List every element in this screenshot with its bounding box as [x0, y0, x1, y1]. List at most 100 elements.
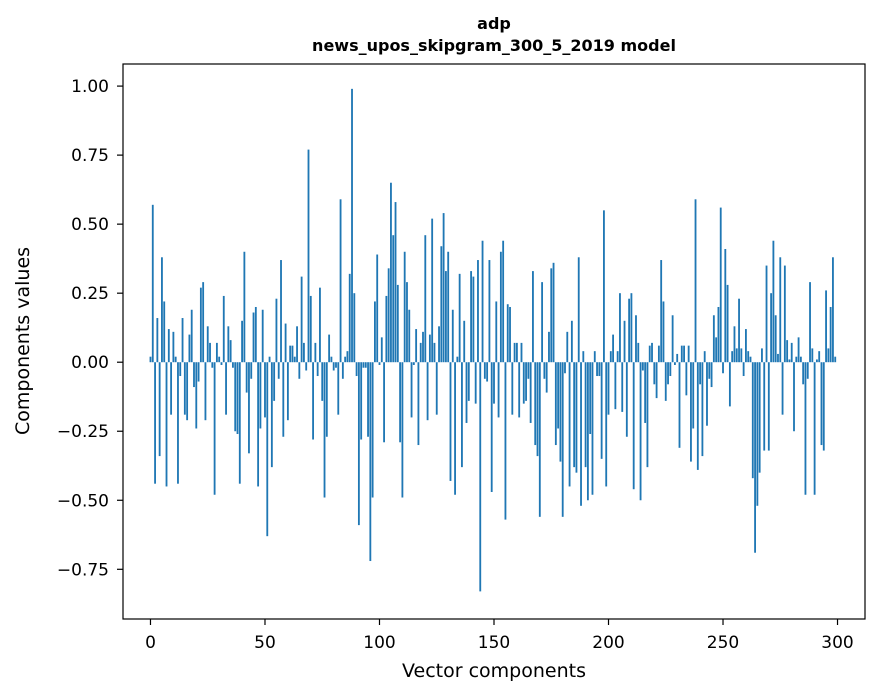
bar-241	[701, 362, 704, 457]
bar-225	[664, 362, 667, 401]
bar-93	[362, 362, 365, 368]
bar-98	[374, 301, 376, 363]
bar-52	[268, 356, 271, 363]
bar-171	[541, 282, 544, 363]
bar-1	[151, 204, 154, 363]
bar-58	[282, 362, 285, 437]
bar-34	[227, 326, 230, 363]
bar-287	[806, 362, 809, 379]
bar-43	[248, 362, 250, 454]
bar-245	[710, 362, 713, 388]
bar-299	[834, 356, 837, 363]
bar-0	[149, 356, 152, 363]
bar-85	[344, 356, 347, 363]
bar-231	[678, 362, 681, 448]
bar-233	[683, 345, 685, 363]
bar-124	[433, 342, 436, 363]
bar-230	[676, 353, 679, 363]
bar-69	[307, 149, 310, 363]
bar-129	[444, 271, 447, 363]
bar-218	[648, 345, 651, 363]
bar-48	[259, 362, 262, 429]
bar-194	[593, 351, 596, 363]
bar-249	[719, 207, 722, 363]
bar-132	[451, 309, 454, 363]
bar-46	[254, 306, 257, 363]
bar-21	[197, 362, 200, 382]
bar-141	[472, 276, 475, 363]
bar-253	[728, 362, 731, 407]
bar-232	[680, 345, 683, 363]
bar-258	[740, 348, 743, 363]
bar-191	[586, 362, 589, 501]
bar-13	[179, 362, 182, 377]
bar-62	[291, 345, 294, 363]
bar-84	[341, 362, 344, 379]
bar-144	[479, 362, 482, 592]
bar-19	[193, 362, 195, 388]
bar-87	[348, 273, 351, 363]
bar-42	[245, 362, 248, 393]
bar-292	[818, 351, 821, 363]
bar-70	[309, 295, 312, 363]
bar-25	[206, 326, 209, 363]
bar-222	[657, 345, 660, 363]
bar-175	[550, 268, 553, 363]
bar-220	[653, 362, 656, 385]
bar-275	[779, 257, 782, 363]
bar-150	[493, 362, 495, 404]
bar-18	[190, 309, 193, 363]
bar-90	[355, 362, 358, 377]
bar-234	[685, 362, 688, 396]
bar-31	[220, 362, 223, 365]
bar-78	[328, 334, 331, 363]
bar-83	[339, 199, 342, 363]
bar-114	[410, 362, 413, 418]
bar-261	[747, 351, 750, 363]
bar-279	[788, 359, 791, 363]
bar-203	[614, 362, 617, 410]
bar-138	[465, 362, 468, 423]
bar-97	[371, 362, 374, 498]
bar-134	[456, 356, 459, 363]
bar-184	[570, 320, 573, 363]
bar-4	[158, 362, 161, 457]
bar-29	[215, 342, 218, 363]
bar-163	[522, 362, 525, 404]
bar-251	[724, 249, 727, 363]
bar-205	[619, 293, 621, 363]
plot-frame	[122, 63, 866, 620]
bar-211	[632, 362, 635, 490]
y-tick-label: 0.00	[71, 353, 109, 373]
bar-263	[751, 362, 754, 479]
bar-105	[390, 182, 392, 363]
bar-151	[495, 301, 498, 363]
bar-55	[275, 298, 278, 363]
bar-235	[687, 345, 690, 363]
bar-190	[584, 362, 587, 468]
bar-88	[351, 88, 353, 363]
bar-47	[257, 362, 260, 487]
bar-266	[758, 362, 761, 473]
bar-130	[447, 251, 450, 363]
bar-215	[641, 362, 644, 371]
bar-101	[380, 337, 383, 363]
bar-104	[387, 268, 390, 363]
bar-168	[534, 362, 537, 446]
bar-123	[431, 218, 434, 363]
bar-160	[515, 342, 518, 363]
bar-272	[772, 240, 775, 363]
bar-15	[183, 362, 186, 415]
bar-257	[738, 298, 740, 363]
bar-65	[298, 362, 301, 379]
bar-290	[813, 362, 816, 495]
bar-71	[312, 362, 314, 440]
bar-64	[296, 326, 298, 363]
bar-125	[435, 362, 438, 415]
bar-273	[774, 315, 777, 363]
y-tick-label: 0.75	[71, 146, 109, 166]
y-axis-label: Components values	[12, 247, 34, 435]
bar-268	[763, 362, 766, 451]
